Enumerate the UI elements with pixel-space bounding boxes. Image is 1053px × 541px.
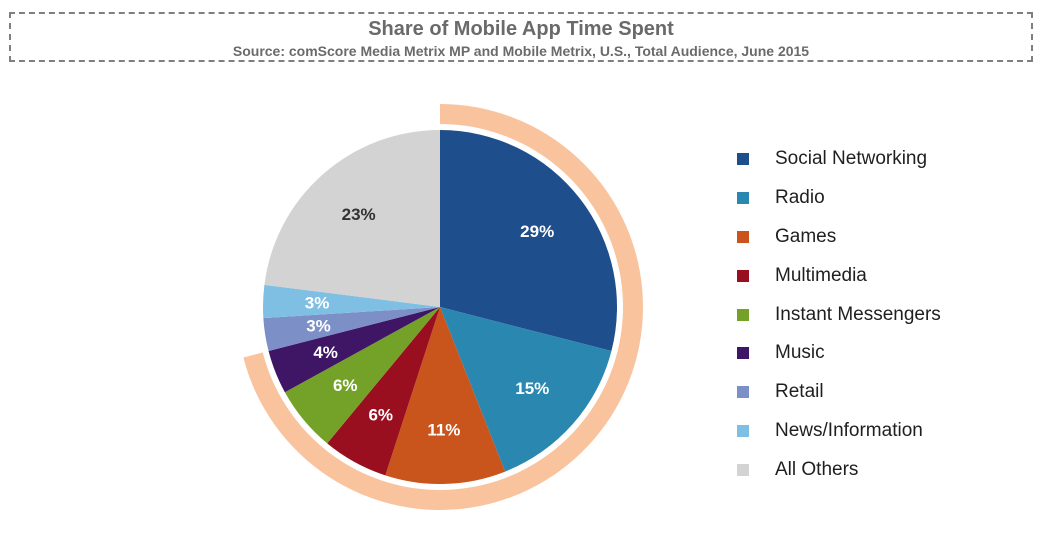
legend-label: Radio <box>775 187 825 209</box>
legend-swatch <box>737 230 749 243</box>
title-box: Share of Mobile App Time Spent Source: c… <box>9 12 1033 62</box>
legend-label: Music <box>775 342 825 364</box>
legend-swatch <box>737 308 749 321</box>
pie-slice-radio <box>440 307 612 472</box>
legend-label: Games <box>775 225 837 247</box>
slice-label-instant-messengers: 6% <box>333 376 358 395</box>
pie-slice-multimedia <box>327 307 440 476</box>
pie-slice-games <box>385 307 506 484</box>
slice-label-music: 4% <box>313 343 338 362</box>
legend-swatch <box>737 153 749 166</box>
legend-swatch <box>737 424 749 437</box>
legend-swatch <box>737 386 749 399</box>
slice-label-news-information: 3% <box>305 294 330 313</box>
legend-label: All Others <box>775 458 859 480</box>
legend-swatch <box>737 463 749 476</box>
chart-title: Share of Mobile App Time Spent <box>368 18 674 40</box>
legend-label: Retail <box>775 381 824 403</box>
legend-item-instant-messengers: Instant Messengers <box>737 295 941 334</box>
legend-item-multimedia: Multimedia <box>737 256 941 295</box>
slice-label-social-networking: 29% <box>520 222 554 241</box>
pie-slice-all-others <box>264 130 440 307</box>
legend-swatch <box>737 269 749 282</box>
slice-label-multimedia: 6% <box>368 405 393 424</box>
legend-item-retail: Retail <box>737 373 941 412</box>
legend-label: Instant Messengers <box>775 303 941 325</box>
pie-slice-social-networking <box>440 130 617 352</box>
legend-label: News/Information <box>775 419 923 441</box>
chart-subtitle: Source: comScore Media Metrix MP and Mob… <box>232 43 810 59</box>
slice-label-radio: 15% <box>515 379 549 398</box>
legend-item-radio: Radio <box>737 179 941 218</box>
slice-label-retail: 3% <box>306 317 331 336</box>
legend-label: Social Networking <box>775 148 928 170</box>
pie-slice-news-information <box>263 284 440 319</box>
legend-swatch <box>737 347 749 360</box>
slice-label-games: 11% <box>427 420 460 439</box>
legend-item-all-others: All Others <box>737 450 941 489</box>
pie-slice-retail <box>263 307 440 352</box>
legend-item-social-networking: Social Networking <box>737 140 941 179</box>
legend-swatch <box>737 192 749 205</box>
slice-label-all-others: 23% <box>342 205 376 224</box>
legend-item-news-information: News/Information <box>737 412 941 451</box>
legend: Social Networking Radio Games Multimedia Ins… <box>737 140 941 489</box>
legend-item-games: Games <box>737 218 941 257</box>
legend-label: Multimedia <box>775 264 867 286</box>
pie-slice-instant-messengers <box>284 307 440 444</box>
pie-slice-music <box>268 307 440 393</box>
legend-item-music: Music <box>737 334 941 373</box>
